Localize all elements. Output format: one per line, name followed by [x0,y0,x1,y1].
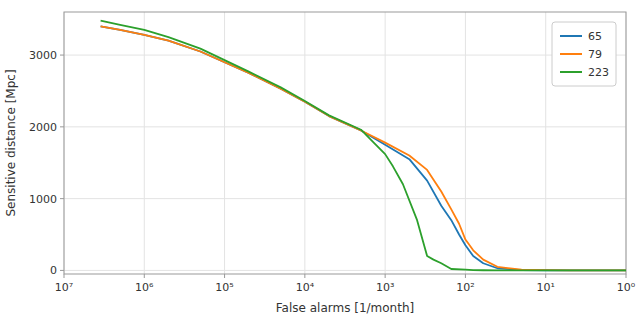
y-tick [60,270,64,271]
chart-container: 10⁷ 10⁶ 10⁵ 10⁴ 10³ 10² 10¹ 10⁰ 0 1000 2000 3000 Fal… [0,0,640,320]
legend-label: 65 [588,30,602,43]
legend-swatch [560,53,582,55]
x-grid-line [545,12,546,274]
y-grid-line [64,198,626,199]
x-grid-line [304,12,305,274]
x-tick-label: 10⁴ [296,281,315,294]
x-grid-line [224,12,225,274]
lines [101,21,626,271]
series-line [101,26,626,270]
x-tick-label: 10¹ [537,281,555,294]
x-tick [626,274,627,278]
axes: 10⁷ 10⁶ 10⁵ 10⁴ 10³ 10² 10¹ 10⁰ 0 1000 2000 3000 [29,49,636,294]
legend: 65 79 223 [552,22,616,86]
legend-swatch [560,71,582,73]
series-line [101,26,626,270]
x-tick-label: 10⁷ [55,281,73,294]
y-tick-label: 3000 [29,49,57,62]
x-tick [304,274,305,278]
plot-frame [64,12,626,274]
grid [64,12,626,274]
y-grid-line [64,55,626,56]
x-tick-label: 10⁰ [617,281,636,294]
x-tick-label: 10³ [376,281,394,294]
x-tick [224,274,225,278]
x-tick [144,274,145,278]
x-grid-line [144,12,145,274]
y-tick [60,55,64,56]
x-tick-label: 10⁵ [215,281,233,294]
series-line [101,21,626,271]
y-tick-label: 1000 [29,193,57,206]
y-tick-label: 0 [50,264,57,277]
x-grid-line [465,12,466,274]
x-tick [64,274,65,278]
x-tick-label: 10⁶ [135,281,154,294]
chart: 10⁷ 10⁶ 10⁵ 10⁴ 10³ 10² 10¹ 10⁰ 0 1000 2000 3000 Fal… [0,0,640,320]
x-tick [545,274,546,278]
x-tick-label: 10² [456,281,474,294]
y-tick [60,198,64,199]
y-tick [60,126,64,127]
legend-label: 79 [588,48,602,61]
y-axis-label: Sensitive distance [Mpc] [4,69,18,216]
legend-label: 223 [588,66,609,79]
x-tick [465,274,466,278]
y-tick-label: 2000 [29,121,57,134]
x-axis-label: False alarms [1/month] [276,301,414,315]
x-tick [385,274,386,278]
legend-swatch [560,35,582,37]
legend-box [552,22,616,86]
y-grid-line [64,126,626,127]
